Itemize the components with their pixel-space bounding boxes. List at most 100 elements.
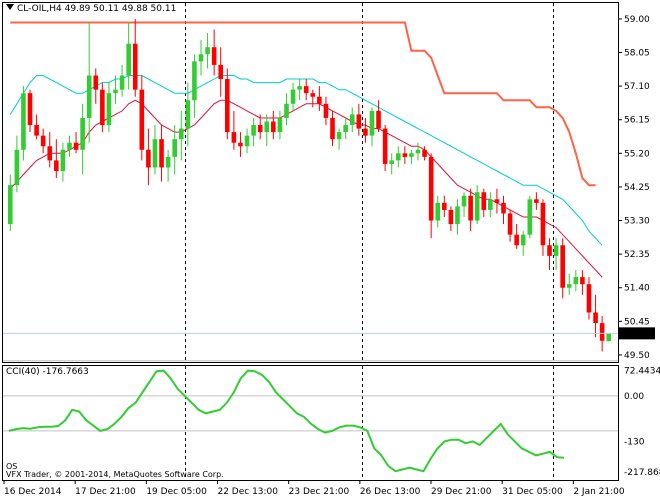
price-axis: 59.00 58.05 57.10 56.15 55.20 54.25 53.30 52.35… — [3, 15, 655, 361]
candle-body — [593, 312, 598, 324]
candle-body — [586, 284, 592, 313]
candle — [132, 18, 138, 97]
candle-body — [178, 128, 184, 140]
candle — [251, 117, 256, 147]
candle — [461, 192, 467, 217]
candle-body — [382, 128, 388, 164]
candle-body — [86, 75, 92, 118]
candle-body — [7, 185, 13, 225]
candle — [507, 209, 513, 242]
candle-body — [520, 234, 526, 246]
candle-body — [146, 149, 151, 168]
candle — [553, 238, 559, 271]
candle — [343, 117, 348, 140]
candle-body — [21, 93, 26, 150]
candle — [488, 192, 493, 217]
candle-body — [198, 54, 204, 62]
candle — [7, 174, 13, 232]
candle — [363, 117, 368, 143]
price-tick-label: 52.35 — [624, 250, 650, 260]
candle — [547, 238, 552, 271]
candle — [119, 64, 125, 97]
candle-body — [172, 139, 177, 157]
candle-body — [132, 43, 138, 90]
candle — [21, 86, 26, 161]
candle-body — [317, 96, 322, 104]
candle — [389, 153, 395, 175]
candle-body — [211, 47, 217, 65]
candle-body — [573, 277, 579, 285]
candle — [455, 199, 460, 235]
candle-body — [507, 213, 513, 235]
candle-body — [277, 117, 283, 133]
candle-body — [409, 153, 414, 157]
candle — [593, 294, 598, 338]
candle-body — [284, 103, 289, 118]
candle — [211, 29, 217, 76]
candle-body — [14, 149, 20, 186]
candle-body — [54, 160, 59, 172]
price-tick-label: 59.00 — [624, 15, 650, 25]
price-tick-label: 53.30 — [624, 217, 650, 227]
candle-body — [264, 121, 270, 133]
candle — [178, 110, 184, 161]
candle-body — [455, 206, 460, 225]
candle — [534, 192, 539, 210]
candle-body — [474, 192, 480, 221]
candle-body — [330, 117, 335, 140]
price-tick-label: 55.20 — [624, 149, 650, 159]
candle — [271, 110, 276, 140]
candle-body — [106, 93, 112, 126]
candle-body — [303, 86, 309, 94]
candle-body — [297, 86, 302, 90]
candle — [80, 103, 85, 175]
time-tick-label: 26 Dec 13:00 — [360, 487, 421, 497]
candle — [369, 107, 375, 147]
candle-body — [599, 323, 605, 341]
candle — [409, 149, 414, 164]
candle-body — [93, 75, 99, 90]
time-tick-label: 29 Dec 21:00 — [431, 487, 492, 497]
candle — [106, 82, 112, 133]
candle — [580, 270, 585, 295]
candle-body — [606, 333, 612, 342]
candle — [566, 273, 572, 295]
candle — [356, 103, 362, 136]
candle-body — [67, 142, 72, 150]
candle — [47, 132, 53, 168]
candle-body — [224, 79, 230, 133]
candle-body — [159, 139, 164, 168]
time-tick-label: 16 Dec 2014 — [4, 487, 62, 497]
candle — [34, 114, 39, 140]
candle — [218, 47, 224, 97]
price-tick-label: 57.10 — [624, 82, 650, 92]
candle — [376, 100, 381, 133]
cci-tick-label: 72.4434 — [624, 366, 660, 376]
candle — [435, 195, 441, 228]
candle — [159, 125, 164, 182]
candle-body — [369, 110, 375, 136]
dropdown-triangle-icon[interactable] — [6, 4, 14, 10]
current-price-label: 50.11 — [623, 329, 649, 339]
candle-body — [461, 195, 467, 207]
candle-body — [547, 245, 552, 256]
price-tick-label: 54.25 — [624, 183, 650, 193]
candle-body — [27, 93, 33, 126]
candle-body — [336, 132, 342, 140]
candle-body — [428, 156, 434, 221]
candle-body — [192, 61, 197, 101]
candle — [60, 142, 66, 182]
candle-body — [435, 202, 441, 221]
time-tick-label: 31 Dec 05:00 — [502, 487, 563, 497]
cci-tick-label: -130 — [624, 437, 645, 447]
candle-body — [349, 114, 355, 126]
time-tick-label: 2 Jan 21:00 — [573, 487, 625, 497]
candle-body — [257, 125, 263, 133]
candle-body — [580, 277, 585, 285]
session-separators — [185, 3, 554, 480]
candle — [27, 89, 33, 133]
candle — [185, 82, 191, 147]
candle-body — [165, 156, 171, 168]
candle-body — [185, 100, 191, 129]
